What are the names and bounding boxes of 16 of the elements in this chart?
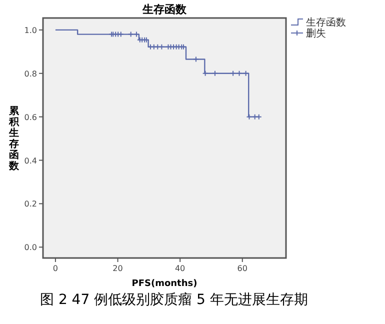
chart-title: 生存函数	[142, 3, 188, 16]
y-tick-label: 0.2	[24, 200, 37, 209]
y-tick-label: 0.0	[24, 243, 37, 252]
y-axis-title: 累积生存函数	[8, 105, 20, 172]
y-tick-label: 1.0	[24, 26, 37, 35]
x-axis-title: PFS(months)	[132, 279, 198, 289]
legend-label: 删失	[306, 28, 326, 40]
caption: 图 2 47 例低级别胶质瘤 5 年无进展生存期	[40, 292, 308, 308]
x-tick-label: 40	[174, 264, 186, 273]
x-tick-label: 20	[112, 264, 123, 273]
legend-label: 生存函数	[306, 16, 346, 28]
y-tick-label: 0.6	[24, 112, 37, 122]
x-tick-label: 0	[52, 264, 58, 273]
y-tick-label: 0.4	[24, 156, 37, 166]
y-tick-label: 0.8	[24, 69, 37, 78]
x-tick-label: 60	[237, 264, 248, 273]
